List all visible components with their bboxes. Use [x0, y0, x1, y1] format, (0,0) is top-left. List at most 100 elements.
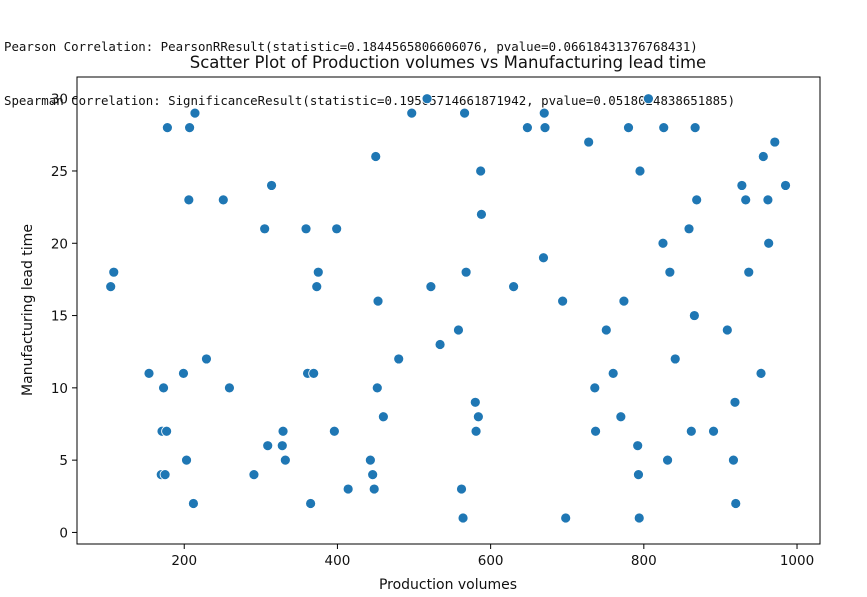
scatter-point	[453, 324, 464, 336]
scatter-point	[763, 237, 775, 249]
scatter-point	[740, 194, 752, 206]
scatter-point	[308, 367, 320, 379]
scatter-point	[105, 281, 117, 293]
x-tick-label: 800	[631, 553, 657, 569]
scatter-point	[421, 93, 433, 105]
scatter-point	[224, 382, 235, 394]
scatter-point	[539, 122, 551, 134]
scatter-point	[730, 498, 742, 509]
scatter-point	[158, 382, 169, 394]
scatter-point	[181, 454, 192, 466]
scatter-point	[685, 425, 697, 437]
scatter-point	[780, 180, 791, 191]
scatter-point	[688, 310, 700, 321]
scatter-point	[184, 122, 195, 134]
scatter-point	[393, 353, 405, 365]
scatter-point	[623, 122, 634, 134]
scatter-point	[769, 136, 781, 148]
scatter-point	[589, 382, 601, 394]
scatter-point	[633, 469, 644, 481]
scatter-point	[188, 498, 199, 509]
x-axis-ticks: 200 400 600 800 1000	[171, 544, 814, 569]
scatter-point	[456, 483, 467, 495]
scatter-point	[312, 266, 324, 278]
scatter-point	[406, 107, 418, 119]
scatter-point	[634, 165, 646, 177]
scatter-point	[643, 93, 654, 105]
scatter-point	[277, 425, 289, 437]
scatter-point	[590, 425, 601, 437]
scatter-point	[311, 281, 323, 293]
scatter-point	[662, 454, 673, 466]
scatter-point	[300, 223, 312, 235]
x-tick-label: 400	[325, 553, 351, 569]
scatter-point	[657, 237, 669, 249]
scatter-point	[658, 122, 670, 134]
pearson-correlation-line: Pearson Correlation: PearsonRResult(stat…	[4, 39, 698, 54]
scatter-point	[476, 208, 487, 220]
scatter-point	[159, 469, 171, 481]
scatter-point	[108, 266, 120, 278]
x-axis-label: Production volumes	[379, 577, 517, 593]
scatter-point	[708, 425, 719, 437]
points-layer	[105, 93, 791, 524]
y-tick-label: 10	[51, 381, 68, 397]
y-axis-label: Manufacturing lead time	[20, 224, 36, 396]
x-tick-label: 1000	[780, 553, 814, 569]
scatter-point	[279, 454, 291, 466]
scatter-point	[328, 425, 340, 437]
scatter-point	[459, 107, 470, 119]
scatter-point	[521, 122, 533, 134]
scatter-point	[755, 367, 767, 379]
x-tick-label: 600	[478, 553, 504, 569]
scatter-point	[618, 295, 630, 307]
plot-frame	[76, 76, 821, 545]
scatter-point	[183, 194, 195, 206]
scatter-point	[632, 440, 644, 452]
x-tick-label: 200	[171, 553, 197, 569]
scatter-point	[470, 425, 482, 437]
y-tick-label: 0	[59, 525, 68, 541]
scatter-point	[331, 223, 343, 235]
scatter-point	[757, 151, 769, 162]
scatter-point	[615, 411, 627, 423]
scatter-point	[475, 165, 487, 177]
scatter-point	[161, 425, 173, 437]
scatter-point	[664, 266, 676, 278]
scatter-point	[276, 440, 288, 452]
scatter-point	[689, 122, 701, 134]
scatter-point	[143, 367, 155, 379]
scatter-point	[189, 107, 201, 119]
scatter-point	[178, 367, 189, 379]
scatter-point	[161, 122, 173, 134]
scatter-point	[736, 180, 748, 191]
y-tick-label: 20	[51, 236, 68, 252]
scatter-point	[743, 266, 755, 278]
y-tick-label: 25	[51, 164, 68, 180]
scatter-point	[460, 266, 472, 278]
scatter-point	[508, 281, 520, 293]
scatter-point	[683, 223, 695, 235]
spearman-correlation-line: Spearman Correlation: SignificanceResult…	[4, 93, 736, 108]
scatter-point	[370, 151, 382, 162]
scatter-point	[762, 194, 774, 206]
scatter-point	[368, 483, 380, 495]
scatter-point	[262, 440, 274, 452]
scatter-point	[372, 295, 384, 307]
scatter-point	[434, 339, 446, 350]
scatter-point	[721, 324, 733, 336]
y-tick-label: 15	[51, 309, 68, 325]
y-tick-label: 5	[59, 453, 68, 469]
scatter-point	[538, 107, 550, 119]
y-tick-label: 30	[51, 92, 68, 108]
scatter-point	[367, 469, 379, 481]
scatter-point	[457, 512, 469, 524]
scatter-point	[557, 295, 569, 307]
chart-title: Scatter Plot of Production volumes vs Ma…	[190, 53, 706, 72]
scatter-point	[607, 367, 619, 379]
scatter-point	[259, 223, 271, 235]
scatter-point	[425, 281, 437, 293]
scatter-point	[217, 194, 229, 206]
correlation-output: Pearson Correlation: PearsonRResult(stat…	[4, 2, 735, 128]
